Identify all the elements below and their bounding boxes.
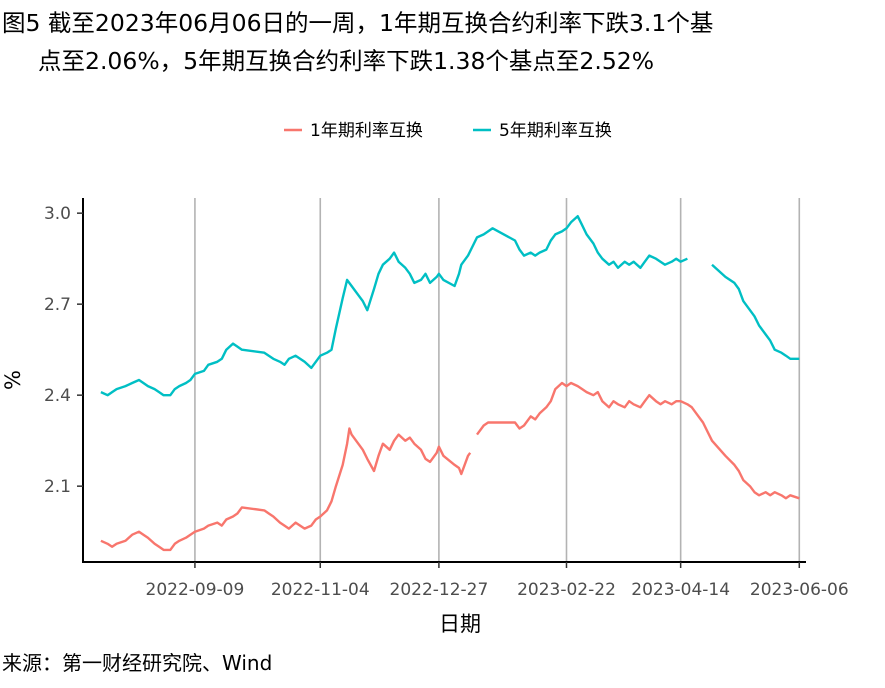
x-tick-label: 2023-02-22 bbox=[517, 580, 616, 600]
x-tick-label: 2022-09-09 bbox=[146, 580, 245, 600]
chart-title-line1: 图5 截至2023年06月06日的一周，1年期互换合约利率下跌3.1个基 bbox=[2, 9, 714, 37]
x-ticks: 2022-09-09 2022-11-04 2022-12-27 2023-02-22… bbox=[146, 562, 849, 600]
x-tick-label: 2023-06-06 bbox=[750, 580, 849, 600]
y-tick-label: 2.4 bbox=[44, 386, 71, 406]
x-tick-label: 2022-11-04 bbox=[271, 580, 370, 600]
chart-title-line2: 点至2.06%，5年期互换合约利率下跌1.38个基点至2.52% bbox=[38, 47, 655, 75]
y-tick-label: 3.0 bbox=[44, 204, 71, 224]
source-note: 来源：第一财经研究院、Wind bbox=[2, 651, 273, 675]
x-gridlines bbox=[194, 198, 801, 562]
y-tick-label: 2.1 bbox=[44, 477, 71, 497]
legend: 1年期利率互换 5年期利率互换 bbox=[284, 121, 612, 141]
x-tick-label: 2023-04-14 bbox=[631, 580, 730, 600]
y-ticks: 2.1 2.4 2.7 3.0 bbox=[44, 204, 83, 497]
x-axis-title: 日期 bbox=[439, 612, 481, 636]
series-line-2 bbox=[100, 215, 688, 397]
legend-label: 1年期利率互换 bbox=[310, 121, 423, 141]
y-tick-label: 2.7 bbox=[44, 295, 71, 315]
legend-label: 5年期利率互换 bbox=[499, 121, 612, 141]
series-line-1 bbox=[100, 427, 472, 552]
series-line-1 bbox=[476, 381, 800, 500]
x-tick-label: 2022-12-27 bbox=[390, 580, 489, 600]
series-line-2 bbox=[711, 263, 800, 360]
y-axis-title: % bbox=[1, 370, 25, 390]
series-layer bbox=[100, 215, 800, 552]
